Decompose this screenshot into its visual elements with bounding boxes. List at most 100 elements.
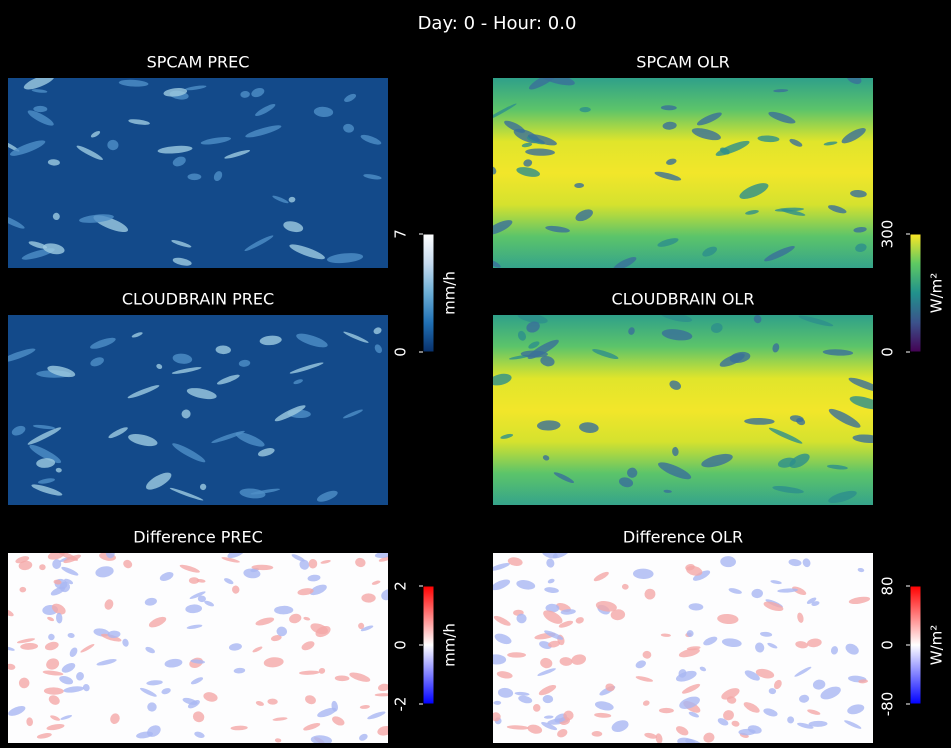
heatmap-feature (44, 641, 59, 651)
heatmap-feature (642, 700, 650, 706)
heatmap-feature (702, 246, 717, 257)
heatmap-feature (377, 683, 388, 692)
heatmap-feature (296, 333, 328, 348)
heatmap-feature (823, 141, 838, 146)
heatmap-feature (303, 722, 321, 731)
heatmap-feature (46, 723, 65, 731)
heatmap-feature (720, 556, 736, 568)
heatmap-feature (841, 128, 866, 144)
heatmap-feature (820, 686, 841, 700)
heatmap-feature (657, 462, 692, 480)
heatmap-feature (267, 698, 278, 705)
heatmap-feature (655, 733, 663, 743)
heatmap-feature (757, 135, 780, 143)
heatmap-feature (371, 580, 381, 585)
heatmap-feature (777, 457, 796, 468)
heatmap-feature (318, 667, 326, 674)
heatmap-feature (728, 588, 742, 594)
heatmap-feature (186, 624, 203, 630)
heatmap-feature (239, 488, 266, 499)
heatmap-feature (80, 644, 95, 653)
heatmap-feature (299, 670, 320, 675)
heatmap-feature (147, 702, 157, 712)
heatmap-feature (181, 409, 191, 419)
heatmap-feature (8, 663, 16, 670)
heatmap-feature (50, 586, 66, 596)
heatmap-feature (39, 564, 46, 571)
heatmap-feature (63, 686, 84, 693)
heatmap-feature (789, 415, 804, 423)
heatmap-feature (303, 616, 311, 621)
heatmap-feature (69, 647, 78, 657)
heatmap-feature (828, 205, 847, 214)
heatmap-feature (194, 731, 205, 738)
heatmap-feature (224, 150, 251, 159)
heatmap-feature (27, 110, 54, 126)
heatmap-feature (686, 630, 694, 637)
heatmap-feature (808, 720, 828, 727)
heatmap-feature (326, 253, 364, 264)
heatmap-feature (563, 710, 574, 721)
heatmap-feature (51, 603, 66, 615)
heatmap-feature (774, 207, 805, 212)
heatmap-feature (717, 613, 739, 625)
heatmap-feature (788, 559, 802, 567)
heatmap-feature (528, 341, 540, 349)
heatmap-feature (500, 433, 514, 439)
heatmap-feature (493, 166, 497, 175)
heatmap-feature (593, 571, 609, 582)
heatmap-feature (592, 349, 619, 360)
heatmap-feature (539, 641, 552, 650)
heatmap-feature (792, 586, 807, 595)
heatmap-feature (628, 327, 635, 335)
heatmap-feature (542, 455, 550, 461)
heatmap-feature (828, 408, 861, 428)
heatmap-feature (128, 119, 150, 125)
heatmap-feature (317, 707, 337, 718)
heatmap-feature (104, 599, 114, 610)
heatmap-feature (48, 695, 60, 705)
heatmap-feature (691, 128, 721, 141)
heatmap-feature (50, 715, 61, 721)
heatmap-feature (76, 145, 103, 160)
heatmap-feature (61, 663, 76, 673)
heatmap-feature (721, 688, 740, 700)
heatmap-feature (806, 638, 822, 648)
heatmap-feature (107, 630, 121, 639)
heatmap-feature (60, 715, 73, 720)
heatmap (8, 553, 388, 743)
heatmap-feature (255, 700, 264, 706)
heatmap-feature (31, 89, 48, 93)
heatmap-feature (844, 720, 862, 729)
heatmap-feature (270, 635, 282, 642)
heatmap-feature (635, 676, 654, 682)
heatmap-feature (309, 584, 327, 596)
heatmap-feature (297, 588, 314, 596)
heatmap-feature (755, 668, 775, 679)
heatmap-feature (516, 580, 536, 590)
heatmap-feature (543, 610, 563, 624)
heatmap-feature (715, 140, 750, 156)
heatmap-feature (305, 695, 316, 705)
panel-title: Difference OLR (623, 528, 743, 547)
heatmap-feature (558, 620, 574, 628)
heatmap-feature (538, 684, 557, 696)
heatmap-feature (244, 235, 274, 252)
heatmap-feature (64, 578, 74, 585)
heatmap-feature (557, 729, 568, 738)
heatmap-feature (662, 121, 677, 130)
heatmap-feature (852, 434, 873, 444)
heatmap-feature (853, 226, 867, 233)
heatmap-feature (772, 343, 780, 353)
heatmap-feature (251, 87, 265, 98)
heatmap-feature (293, 379, 303, 385)
heatmap-feature (618, 477, 634, 488)
heatmap-feature (739, 183, 769, 199)
heatmap-feature (274, 738, 282, 743)
heatmap-feature (171, 367, 202, 374)
heatmap-feature (172, 257, 192, 266)
heatmap-feature (806, 597, 817, 604)
heatmap-feature (245, 125, 282, 138)
heatmap-feature (157, 145, 193, 154)
heatmap (493, 315, 873, 505)
